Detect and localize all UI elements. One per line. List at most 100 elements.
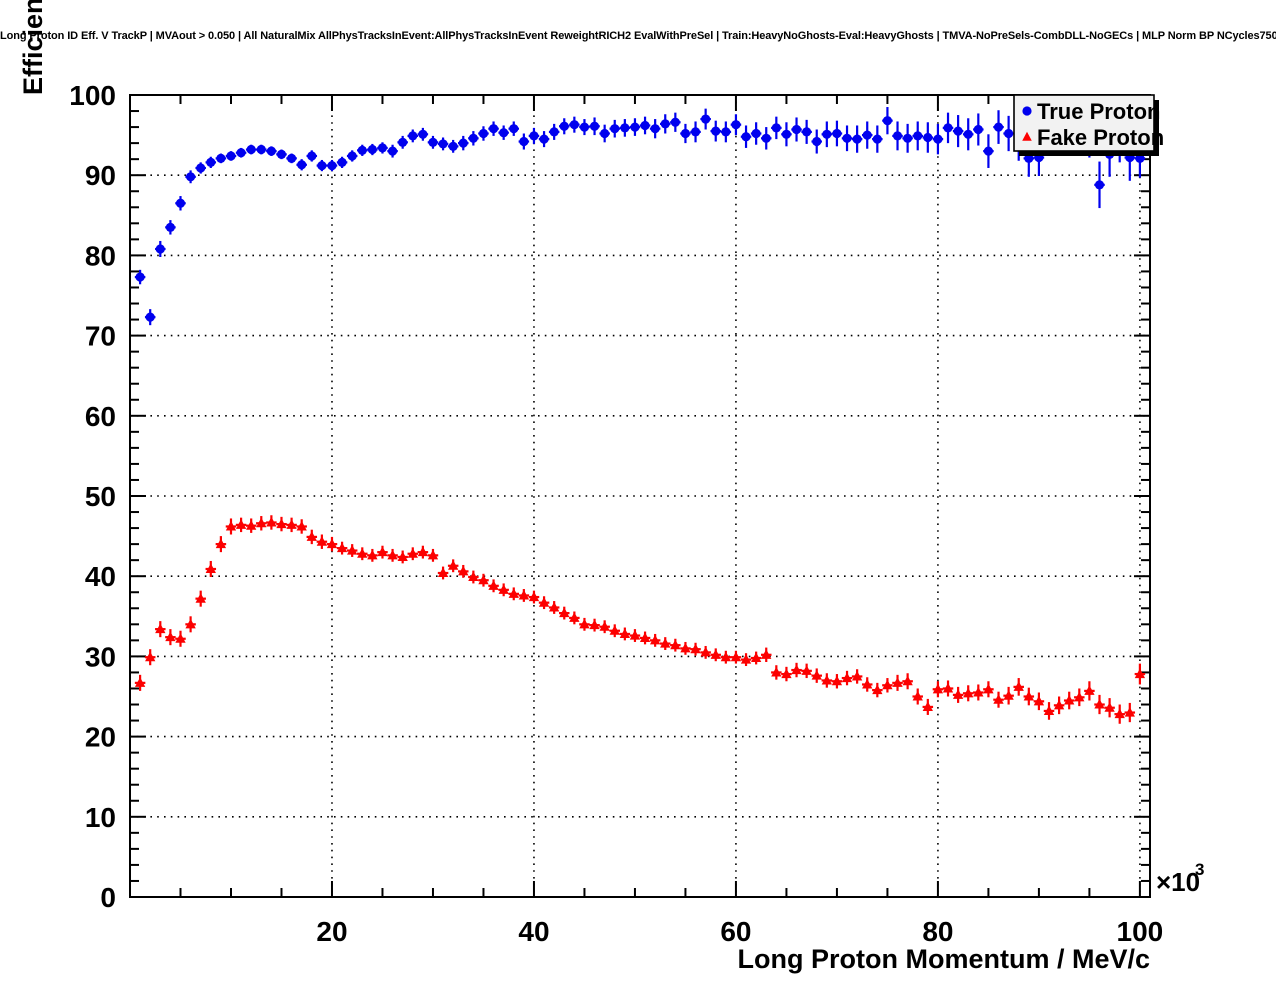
legend-entry-true-proton[interactable]: True Proton — [1022, 99, 1160, 124]
data-point — [1023, 690, 1034, 701]
legend-entry-fake-proton[interactable]: Fake Proton — [1022, 125, 1164, 150]
data-point — [337, 157, 347, 167]
data-point — [286, 519, 297, 529]
data-point — [701, 114, 711, 124]
data-point — [1053, 699, 1065, 710]
data-point — [579, 122, 590, 132]
data-point — [1104, 702, 1115, 712]
data-point — [791, 124, 802, 135]
x-tick-label: 40 — [518, 916, 549, 947]
data-point — [993, 694, 1004, 704]
data-point — [841, 672, 853, 683]
data-point — [225, 520, 237, 531]
data-point — [771, 123, 781, 133]
data-point — [518, 589, 530, 600]
data-point — [458, 565, 469, 576]
data-point — [711, 126, 721, 136]
data-point — [165, 222, 175, 232]
data-point — [1033, 695, 1045, 706]
axis-titles: Long Proton Momentum / MeV/c Efficiency /… — [18, 0, 1150, 974]
data-point — [134, 677, 146, 687]
y-tick-label: 0 — [100, 882, 116, 913]
data-point — [640, 120, 650, 131]
legend-background[interactable] — [1013, 94, 1155, 152]
data-point — [963, 129, 973, 139]
data-point — [993, 122, 1004, 132]
data-point — [690, 127, 701, 137]
data-point — [529, 131, 539, 141]
data-point — [196, 163, 206, 173]
data-point — [802, 127, 812, 137]
data-point — [629, 629, 641, 640]
gridlines — [130, 94, 1150, 897]
data-point — [246, 520, 257, 530]
data-point — [357, 548, 368, 558]
y-axis-title: Efficiency / % — [18, 0, 48, 95]
data-point — [418, 129, 428, 139]
series-true-proton — [134, 107, 1146, 326]
data-point — [660, 119, 670, 129]
x-axis-exponent: ×10 — [1156, 867, 1200, 897]
data-point — [842, 133, 852, 143]
data-point — [205, 563, 216, 574]
x-tick-label: 100 — [1117, 916, 1164, 947]
data-point — [398, 137, 408, 147]
y-tick-label: 10 — [85, 802, 116, 833]
data-point — [771, 666, 782, 677]
data-point — [478, 574, 489, 585]
data-point — [438, 139, 448, 149]
data-point — [983, 683, 994, 694]
data-point — [145, 651, 156, 662]
data-point — [276, 518, 287, 529]
y-tick-label: 20 — [85, 722, 116, 753]
data-point — [155, 623, 166, 634]
data-point — [327, 160, 337, 171]
axis-tick-labels: 0 10 20 30 40 50 60 70 80 90 100 20 40 60 80 100 ×103 — [69, 80, 1204, 947]
data-point — [488, 124, 499, 134]
data-point — [266, 146, 276, 156]
data-point — [913, 131, 923, 141]
data-point — [791, 664, 802, 675]
data-point — [953, 126, 963, 136]
data-point — [690, 643, 701, 654]
data-point — [932, 683, 944, 694]
page-title: Long Proton ID Eff. V TrackP | MVAout > … — [0, 30, 1276, 42]
data-point — [801, 665, 812, 675]
data-point — [639, 632, 651, 642]
data-point — [650, 124, 660, 134]
data-point — [377, 143, 388, 153]
data-point — [145, 312, 155, 322]
data-point — [1004, 128, 1014, 139]
data-point — [1013, 681, 1024, 691]
data-point — [649, 634, 661, 645]
data-point — [922, 701, 933, 711]
data-point — [316, 536, 328, 546]
data-point — [1114, 708, 1125, 719]
data-point — [377, 546, 388, 557]
data-point — [549, 601, 560, 612]
data-point — [680, 128, 691, 139]
data-point — [266, 516, 277, 527]
data-point — [407, 548, 418, 558]
data-point — [1084, 685, 1095, 695]
y-tick-label: 30 — [85, 641, 116, 672]
data-point — [1134, 668, 1146, 679]
legend-circle-icon — [1022, 106, 1032, 116]
data-point — [519, 136, 529, 147]
data-point — [579, 618, 590, 629]
data-point — [357, 145, 367, 155]
data-point — [347, 151, 357, 161]
data-point — [306, 531, 317, 541]
data-point — [408, 131, 418, 141]
data-point — [680, 642, 691, 653]
data-point — [599, 621, 610, 631]
data-point — [499, 128, 509, 138]
data-point — [740, 654, 752, 664]
data-point — [811, 670, 822, 680]
data-point — [912, 690, 923, 701]
data-point — [135, 272, 145, 282]
data-point — [832, 128, 842, 139]
data-point — [923, 132, 933, 143]
